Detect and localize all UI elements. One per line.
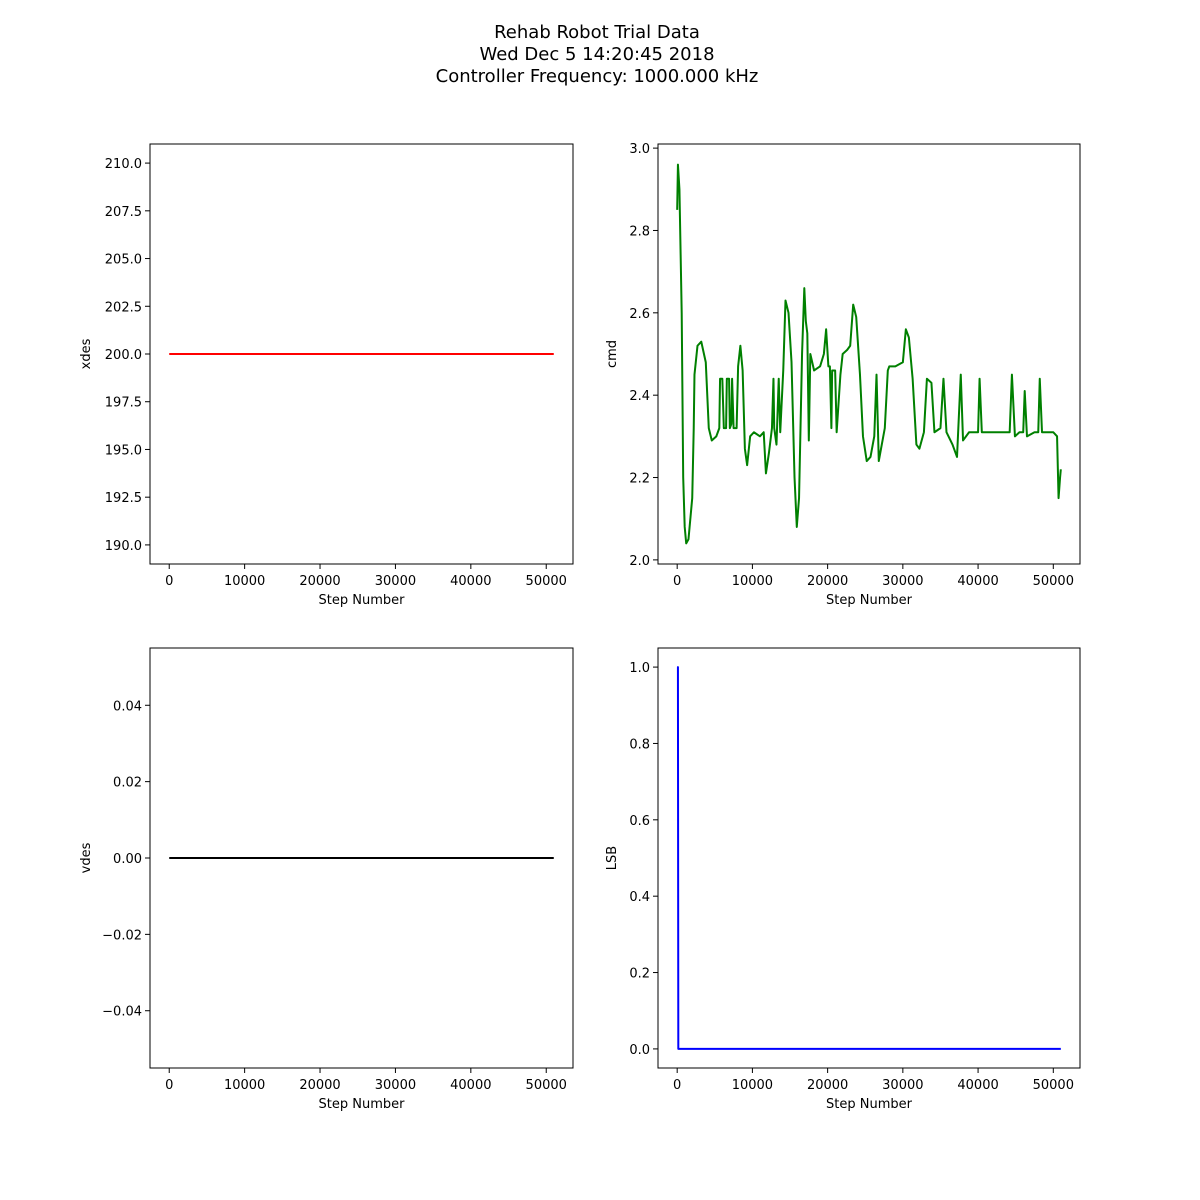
y-tick-label: 0.8 (629, 737, 650, 752)
data-line (676, 666, 1061, 1050)
y-tick-label: 0.4 (629, 890, 650, 905)
y-tick-label: 0.6 (629, 814, 650, 829)
y-tick-label: −0.04 (102, 1005, 142, 1020)
x-tick-label: 10000 (224, 574, 265, 589)
x-tick-label: 50000 (526, 1078, 567, 1093)
y-axis-label: xdes (79, 338, 94, 369)
y-tick-label: 2.6 (629, 307, 650, 322)
x-tick-label: 10000 (224, 1078, 265, 1093)
x-tick-label: 0 (165, 1078, 173, 1093)
y-tick-label: 2.8 (629, 224, 650, 239)
y-tick-label: 207.5 (105, 205, 142, 220)
x-tick-label: 40000 (450, 1078, 491, 1093)
axes-frame (657, 647, 1081, 1069)
y-tick-label: 0.04 (113, 699, 142, 714)
y-tick-label: 192.5 (105, 491, 142, 506)
x-tick-label: 40000 (957, 1078, 998, 1093)
y-tick-label: 2.2 (629, 472, 650, 487)
axes-frame (657, 143, 1081, 565)
y-tick-label: 0.2 (629, 967, 650, 982)
x-tick-label: 40000 (450, 574, 491, 589)
y-axis-label: vdes (79, 842, 94, 873)
y-tick-label: 195.0 (105, 443, 142, 458)
x-tick-label: 30000 (882, 1078, 923, 1093)
y-tick-label: 3.0 (629, 142, 650, 157)
data-line (676, 163, 1062, 545)
x-axis-label: Step Number (319, 593, 406, 608)
x-tick-label: 10000 (732, 1078, 773, 1093)
x-axis-label: Step Number (826, 593, 913, 608)
y-tick-label: 200.0 (105, 348, 142, 363)
x-tick-label: 20000 (807, 574, 848, 589)
x-tick-label: 10000 (732, 574, 773, 589)
x-tick-label: 50000 (526, 574, 567, 589)
x-tick-label: 0 (165, 574, 173, 589)
y-tick-label: 197.5 (105, 396, 142, 411)
x-axis-label: Step Number (826, 1097, 913, 1112)
x-tick-label: 30000 (882, 574, 923, 589)
x-tick-label: 20000 (807, 1078, 848, 1093)
x-tick-label: 50000 (1033, 1078, 1074, 1093)
x-axis-label: Step Number (319, 1097, 406, 1112)
y-tick-label: 2.0 (629, 554, 650, 569)
figure-title: Controller Frequency: 1000.000 kHz (436, 66, 759, 87)
y-tick-label: 205.0 (105, 253, 142, 268)
x-tick-label: 30000 (375, 1078, 416, 1093)
figure-title: Rehab Robot Trial Data (494, 22, 700, 43)
y-tick-label: 1.0 (629, 661, 650, 676)
y-axis-label: LSB (605, 846, 620, 870)
x-tick-label: 30000 (375, 574, 416, 589)
y-tick-label: 190.0 (105, 539, 142, 554)
y-tick-label: 202.5 (105, 300, 142, 315)
axes-frame (149, 143, 574, 565)
x-tick-label: 0 (673, 1078, 681, 1093)
x-tick-label: 0 (673, 574, 681, 589)
x-tick-label: 20000 (299, 574, 340, 589)
x-tick-label: 50000 (1033, 574, 1074, 589)
axes-frame (149, 647, 574, 1069)
y-tick-label: 2.4 (629, 389, 650, 404)
y-tick-label: 210.0 (105, 157, 142, 172)
y-tick-label: 0.02 (113, 776, 142, 791)
y-tick-label: 0.0 (629, 1043, 650, 1058)
x-tick-label: 40000 (957, 574, 998, 589)
figure-title: Wed Dec 5 14:20:45 2018 (479, 44, 714, 65)
x-tick-label: 20000 (299, 1078, 340, 1093)
y-axis-label: cmd (605, 340, 620, 368)
y-tick-label: 0.00 (113, 852, 142, 867)
y-tick-label: −0.02 (102, 928, 142, 943)
